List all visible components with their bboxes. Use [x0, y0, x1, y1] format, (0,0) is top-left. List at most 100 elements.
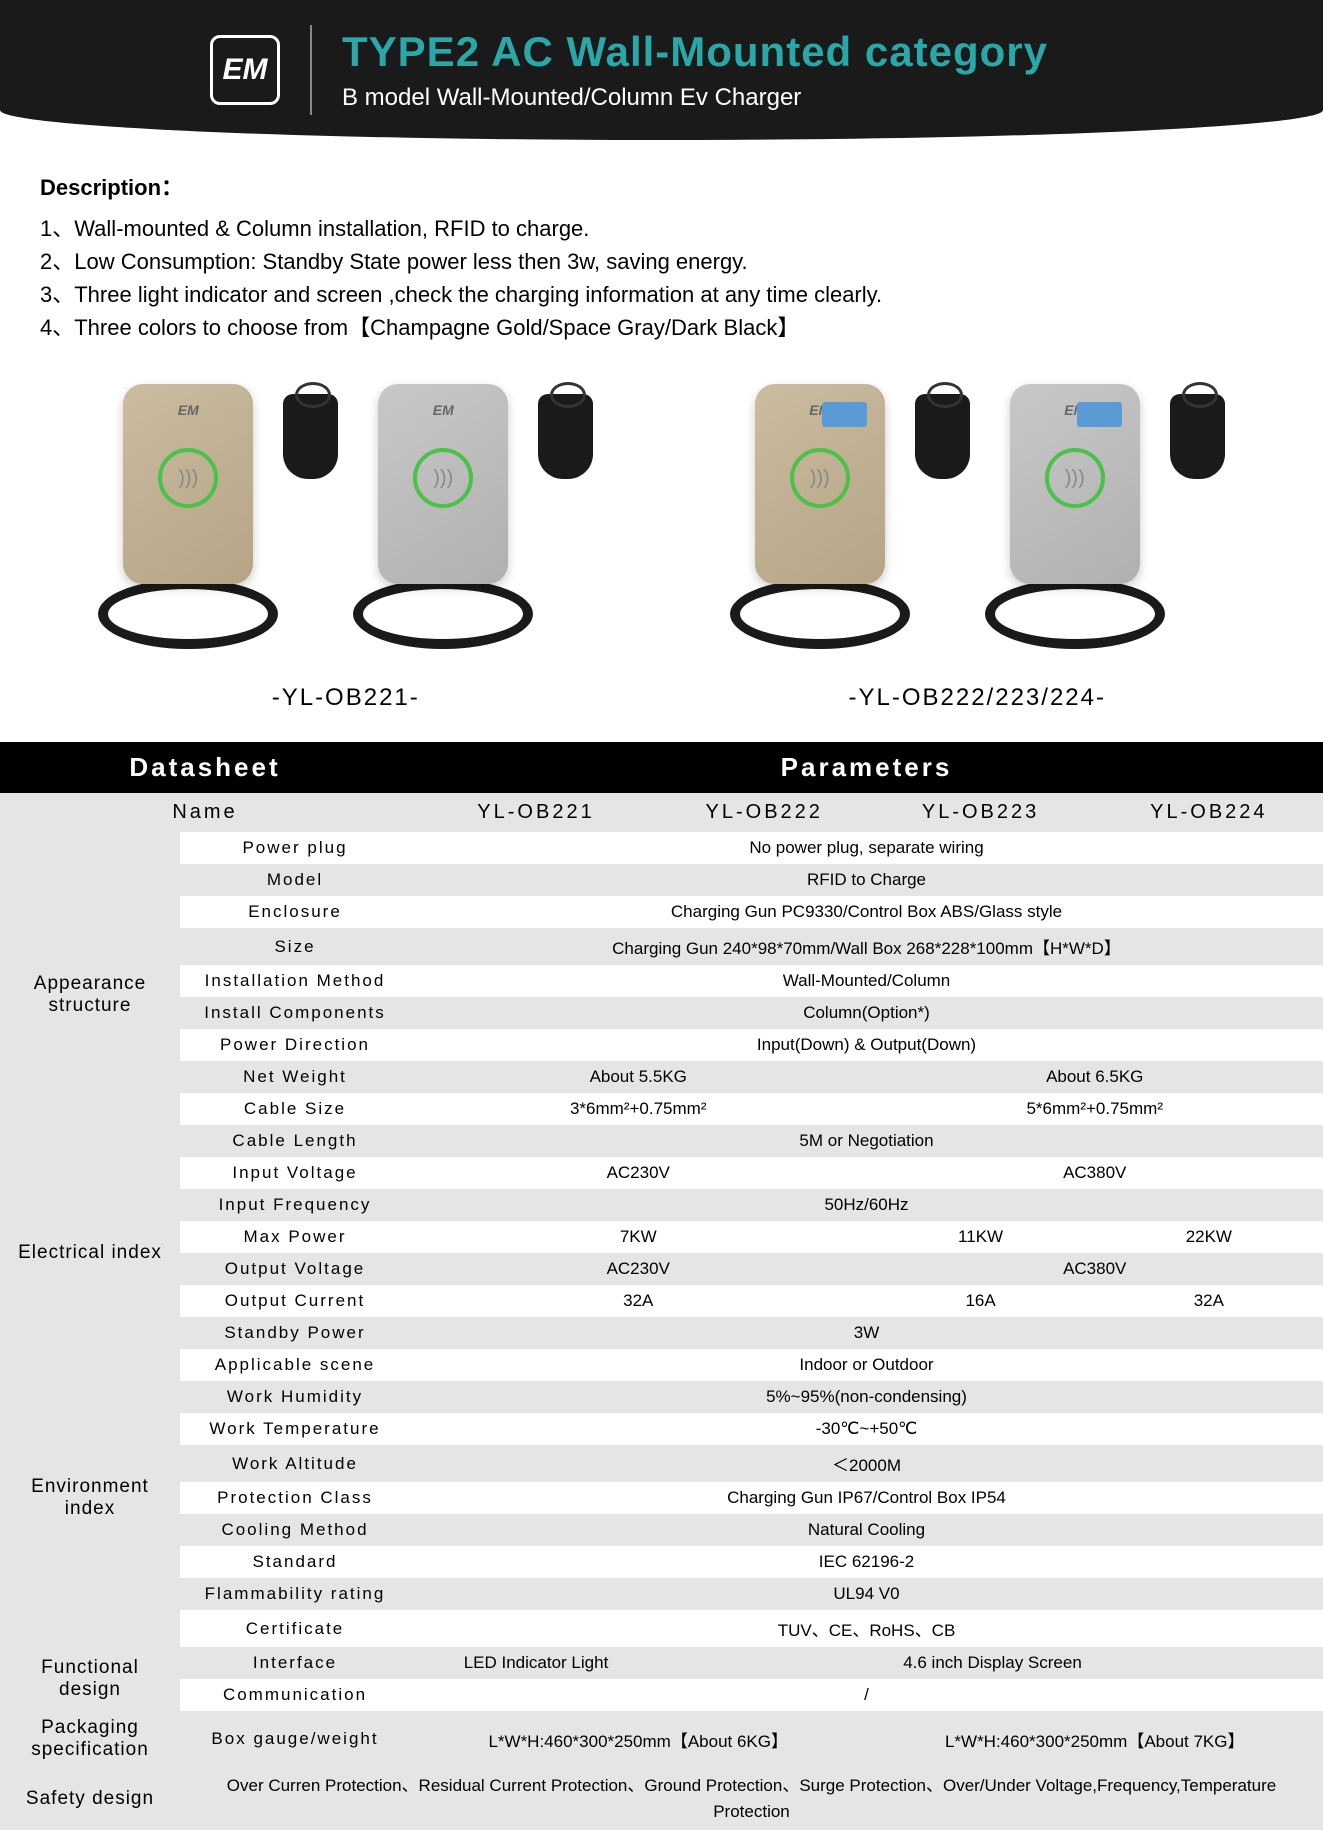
- charger-logo-icon: EM: [433, 402, 454, 418]
- param-value: UL94 V0: [410, 1578, 1323, 1610]
- param-value: About 6.5KG: [866, 1061, 1323, 1093]
- charger-screen-icon: [822, 402, 867, 427]
- param-value: TUV、CE、RoHS、CB: [410, 1610, 1323, 1647]
- cable-coil-icon: [98, 579, 278, 649]
- param-value: 7KW: [410, 1221, 866, 1253]
- param-value: RFID to Charge: [410, 864, 1323, 896]
- param-label: Certificate: [180, 1610, 410, 1647]
- table-row: Packaging specificationBox gauge/weightL…: [0, 1711, 1323, 1767]
- param-label: Power Direction: [180, 1029, 410, 1061]
- rfid-ring-icon: ))): [413, 448, 473, 508]
- param-label: Enclosure: [180, 896, 410, 928]
- param-label: Cable Size: [180, 1093, 410, 1125]
- product-group-left: EM ))) EM ))): [98, 384, 593, 649]
- page-title: TYPE2 AC Wall-Mounted category: [342, 28, 1048, 76]
- product-label-left: -YL-OB221-: [30, 684, 662, 712]
- param-value: About 5.5KG: [410, 1061, 866, 1093]
- logo-icon: EM: [210, 35, 280, 105]
- table-row: StandardIEC 62196-2: [0, 1546, 1323, 1578]
- description-block: Description： 1、Wall-mounted & Column ins…: [0, 140, 1323, 364]
- name-row: NameYL-OB221YL-OB222YL-OB223YL-OB224: [0, 793, 1323, 832]
- param-value: No power plug, separate wiring: [410, 832, 1323, 864]
- param-value: Charging Gun IP67/Control Box IP54: [410, 1482, 1323, 1514]
- charger-box-icon: EM ))): [1010, 384, 1140, 584]
- spec-table: Datasheet Parameters NameYL-OB221YL-OB22…: [0, 742, 1323, 1830]
- rfid-ring-icon: ))): [1045, 448, 1105, 508]
- param-value: 3W: [410, 1317, 1323, 1349]
- product-labels: -YL-OB221- -YL-OB222/223/224-: [0, 659, 1323, 742]
- param-label: Box gauge/weight: [180, 1711, 410, 1767]
- plug-icon: [915, 394, 970, 479]
- table-row: ModelRFID to Charge: [0, 864, 1323, 896]
- description-line: 2、Low Consumption: Standby State power l…: [40, 245, 1283, 278]
- table-row: Output VoltageAC230VAC380V: [0, 1253, 1323, 1285]
- param-value: ＜2000M: [410, 1445, 1323, 1482]
- param-value: 50Hz/60Hz: [410, 1189, 1323, 1221]
- table-row: Communication/: [0, 1679, 1323, 1711]
- plug-icon: [283, 394, 338, 479]
- param-label: Model: [180, 864, 410, 896]
- param-label: Power plug: [180, 832, 410, 864]
- param-value: AC380V: [866, 1157, 1323, 1189]
- param-label: Output Current: [180, 1285, 410, 1317]
- table-row: Output Current32A16A32A: [0, 1285, 1323, 1317]
- title-block: TYPE2 AC Wall-Mounted category B model W…: [342, 28, 1048, 112]
- header-datasheet: Datasheet: [0, 742, 410, 793]
- category-cell: Packaging specification: [0, 1711, 180, 1767]
- cable-coil-icon: [353, 579, 533, 649]
- table-row: Net WeightAbout 5.5KGAbout 6.5KG: [0, 1061, 1323, 1093]
- table-row: Environment indexApplicable sceneIndoor …: [0, 1349, 1323, 1381]
- table-row: Standby Power3W: [0, 1317, 1323, 1349]
- logo-text: EM: [223, 53, 268, 87]
- header-band: EM TYPE2 AC Wall-Mounted category B mode…: [0, 0, 1323, 140]
- category-cell: Safety design: [0, 1767, 180, 1830]
- param-value: Natural Cooling: [410, 1514, 1323, 1546]
- param-value: /: [410, 1679, 1323, 1711]
- param-value: Charging Gun 240*98*70mm/Wall Box 268*22…: [410, 928, 1323, 965]
- header-parameters: Parameters: [410, 742, 1323, 793]
- param-label: Work Temperature: [180, 1413, 410, 1445]
- category-cell: Environment index: [0, 1349, 180, 1647]
- param-value: 22KW: [1095, 1221, 1323, 1253]
- product-unit: EM ))): [98, 384, 338, 649]
- param-label: Work Humidity: [180, 1381, 410, 1413]
- param-label: Work Altitude: [180, 1445, 410, 1482]
- param-label: Cooling Method: [180, 1514, 410, 1546]
- param-value: Charging Gun PC9330/Control Box ABS/Glas…: [410, 896, 1323, 928]
- rfid-ring-icon: ))): [790, 448, 850, 508]
- table-row: Protection ClassCharging Gun IP67/Contro…: [0, 1482, 1323, 1514]
- param-label: Max Power: [180, 1221, 410, 1253]
- charger-box-icon: EM ))): [378, 384, 508, 584]
- table-row: EnclosureCharging Gun PC9330/Control Box…: [0, 896, 1323, 928]
- model-name: YL-OB221: [410, 793, 662, 832]
- param-value: Input(Down) & Output(Down): [410, 1029, 1323, 1061]
- param-label: Net Weight: [180, 1061, 410, 1093]
- param-label: Input Voltage: [180, 1157, 410, 1189]
- param-value: L*W*H:460*300*250mm【About 6KG】: [410, 1711, 866, 1767]
- param-value: 4.6 inch Display Screen: [662, 1647, 1323, 1679]
- param-value: LED Indicator Light: [410, 1647, 662, 1679]
- param-value: 5M or Negotiation: [410, 1125, 1323, 1157]
- param-value: AC230V: [410, 1157, 866, 1189]
- table-row: Installation MethodWall-Mounted/Column: [0, 965, 1323, 997]
- param-value: AC230V: [410, 1253, 866, 1285]
- param-value: AC380V: [866, 1253, 1323, 1285]
- param-label: Communication: [180, 1679, 410, 1711]
- plug-icon: [1170, 394, 1225, 479]
- table-row: CertificateTUV、CE、RoHS、CB: [0, 1610, 1323, 1647]
- table-row: Appearance structurePower plugNo power p…: [0, 832, 1323, 864]
- table-row: Work Altitude＜2000M: [0, 1445, 1323, 1482]
- product-group-right: EM ))) EM ))): [730, 384, 1225, 649]
- product-unit: EM ))): [985, 384, 1225, 649]
- param-value: L*W*H:460*300*250mm【About 7KG】: [866, 1711, 1323, 1767]
- param-label: Cable Length: [180, 1125, 410, 1157]
- param-label: Applicable scene: [180, 1349, 410, 1381]
- cable-coil-icon: [985, 579, 1165, 649]
- page-subtitle: B model Wall-Mounted/Column Ev Charger: [342, 84, 1048, 112]
- safety-row: Safety designOver Curren Protection、Resi…: [0, 1767, 1323, 1830]
- charger-box-icon: EM ))): [755, 384, 885, 584]
- param-label: Interface: [180, 1647, 410, 1679]
- table-row: Functional designInterfaceLED Indicator …: [0, 1647, 1323, 1679]
- param-label: Protection Class: [180, 1482, 410, 1514]
- rfid-ring-icon: ))): [158, 448, 218, 508]
